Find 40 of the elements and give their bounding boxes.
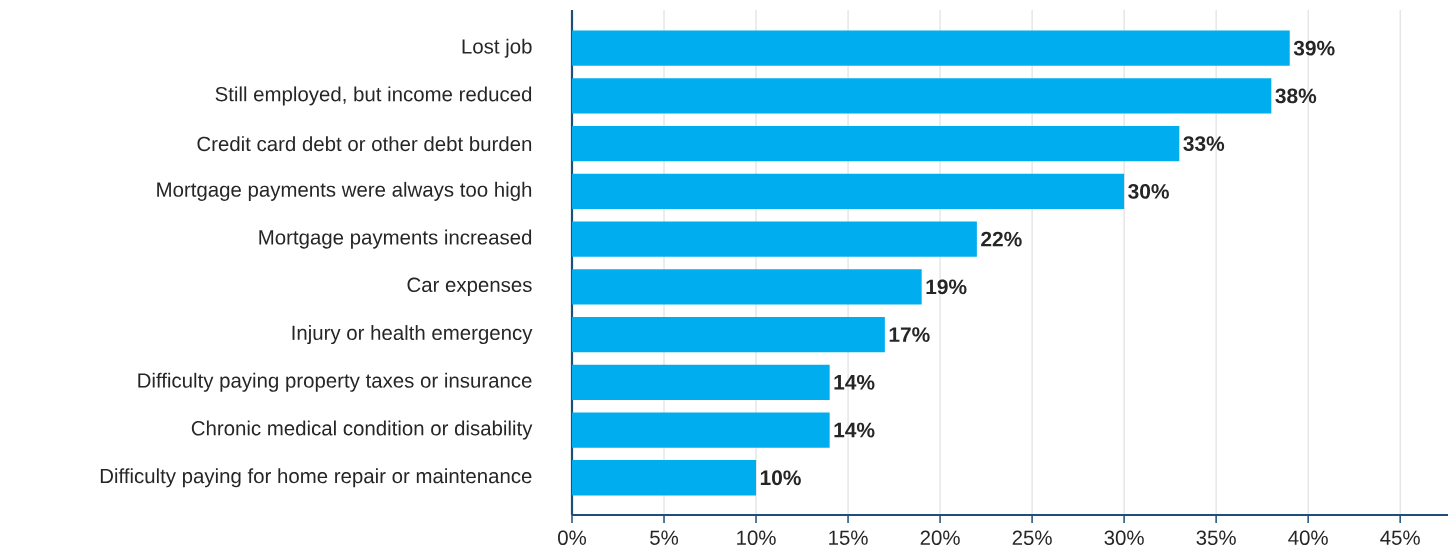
data-label: 22%: [981, 231, 1022, 247]
data-label: 14%: [834, 374, 875, 390]
data-label: 17%: [889, 327, 930, 342]
x-tick-label: 40%: [1288, 530, 1328, 545]
x-tick-label: 25%: [1012, 530, 1052, 545]
bar: [572, 221, 977, 257]
data-label: 38%: [1275, 88, 1317, 104]
y-tick-label: Difficulty paying property taxes or insurance: [138, 372, 532, 392]
y-tick-label: Lost job: [462, 38, 532, 58]
bar: [572, 125, 1180, 162]
bar: [572, 78, 1272, 114]
bar: [572, 412, 830, 448]
x-tick-label: 45%: [1380, 530, 1420, 545]
x-tick-label: 15%: [829, 530, 868, 545]
x-tick-label: 0%: [558, 530, 587, 545]
bar: [572, 173, 1125, 210]
y-tick-label: Difficulty paying for home repair or maintenance: [100, 468, 532, 488]
data-label: 10%: [760, 470, 801, 486]
bar: [572, 269, 922, 305]
y-tick-label: Car expenses: [407, 277, 532, 297]
bar: [572, 316, 885, 353]
data-label: 33%: [1183, 136, 1225, 152]
x-tick-label: 5%: [650, 530, 679, 545]
y-tick-label: Still employed, but income reduced: [215, 86, 532, 106]
y-tick-label: Mortgage payments increased: [259, 229, 532, 249]
x-tick-label: 20%: [920, 530, 960, 545]
data-label: 19%: [926, 279, 967, 295]
x-tick-label: 35%: [1196, 530, 1236, 545]
data-label: 39%: [1293, 40, 1335, 56]
x-tick-label: 10%: [737, 530, 776, 545]
data-label: 30%: [1128, 183, 1169, 199]
y-tick-label: Injury or health emergency: [292, 325, 533, 345]
y-tick-label: Chronic medical condition or disability: [191, 420, 533, 440]
data-label: 14%: [834, 422, 875, 438]
y-tick-label: Mortgage payments were always too high: [157, 181, 532, 201]
bar: [572, 460, 757, 496]
y-tick-label: Credit card debt or other debt burden: [197, 136, 532, 152]
bar: [572, 30, 1290, 66]
x-tick-label: 30%: [1104, 530, 1144, 545]
bar: [572, 364, 830, 400]
